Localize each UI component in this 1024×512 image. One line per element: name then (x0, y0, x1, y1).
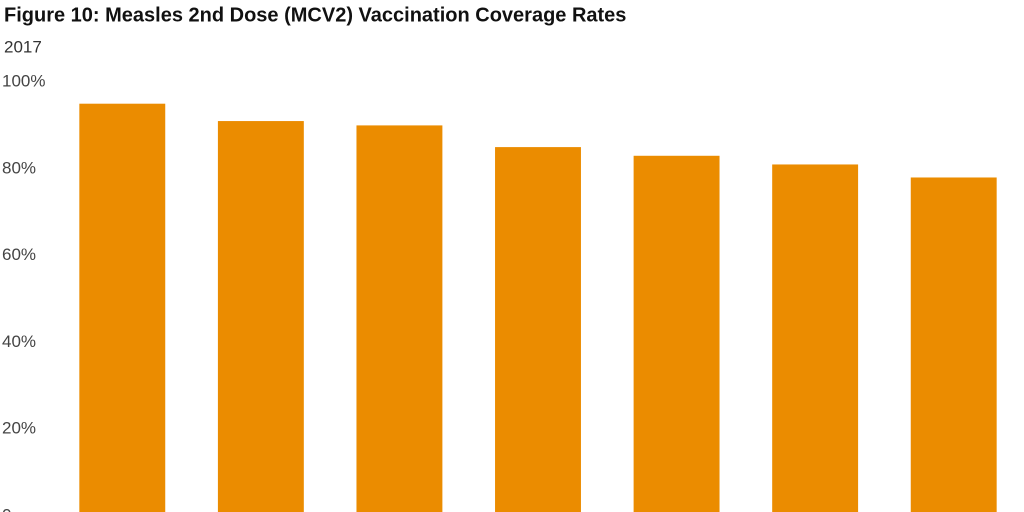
bar (772, 164, 859, 512)
bar (217, 121, 304, 512)
chart-subtitle: 2017 (4, 37, 42, 56)
y-tick-label: 40% (2, 332, 36, 351)
y-tick-label: 20% (2, 419, 36, 438)
bar (633, 155, 720, 512)
y-tick-label: 80% (2, 158, 36, 177)
bar (79, 103, 166, 512)
bar (356, 125, 443, 512)
bar (910, 177, 997, 512)
bar (495, 147, 581, 512)
chart-title: Figure 10: Measles 2nd Dose (MCV2) Vacci… (4, 4, 626, 26)
y-tick-label: 100% (2, 71, 45, 90)
y-tick-label: 0 (2, 505, 11, 512)
y-tick-label: 60% (2, 245, 36, 264)
